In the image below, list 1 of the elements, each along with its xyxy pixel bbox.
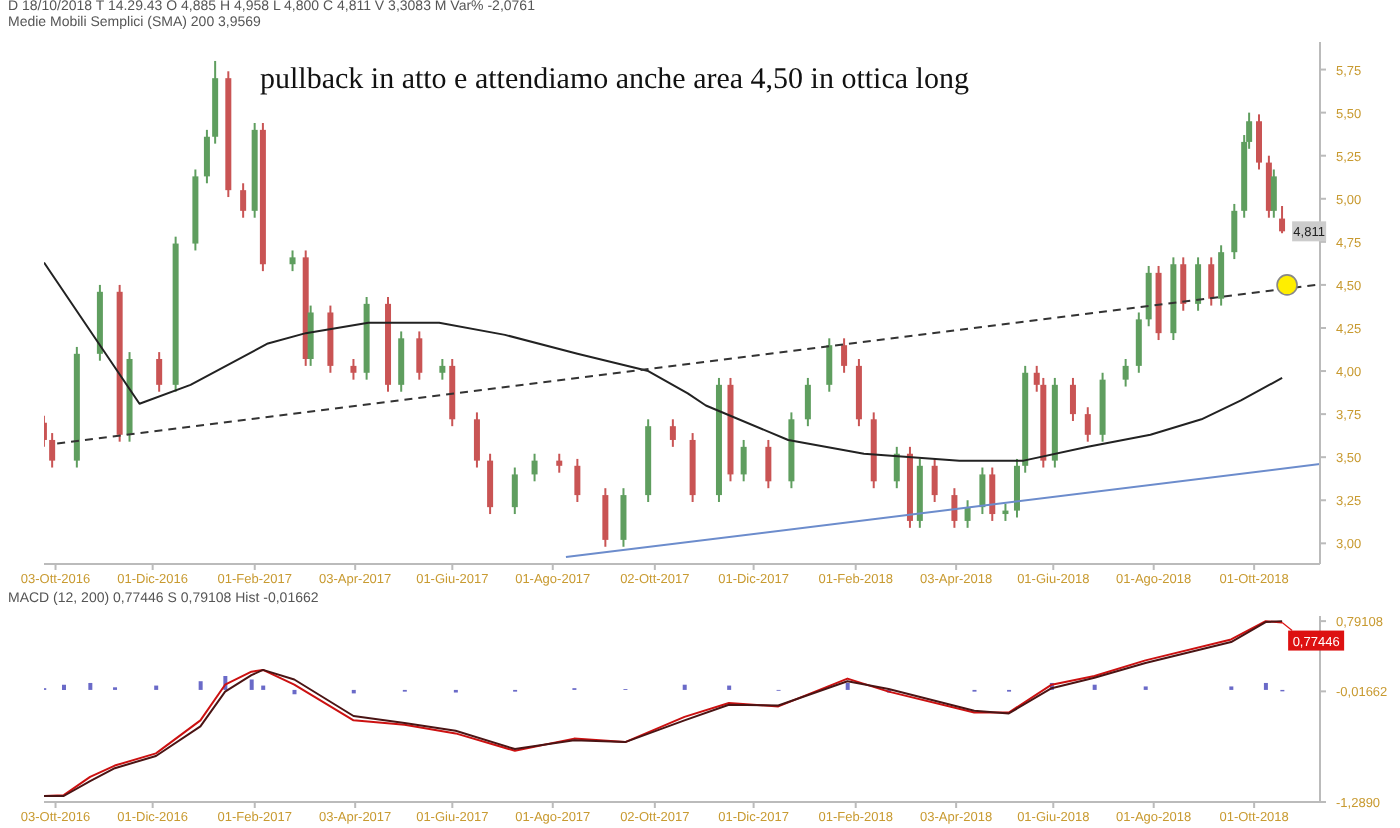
text: pullback in atto e attendiamo anche area 4,50 in ottica long [260, 64, 969, 98]
